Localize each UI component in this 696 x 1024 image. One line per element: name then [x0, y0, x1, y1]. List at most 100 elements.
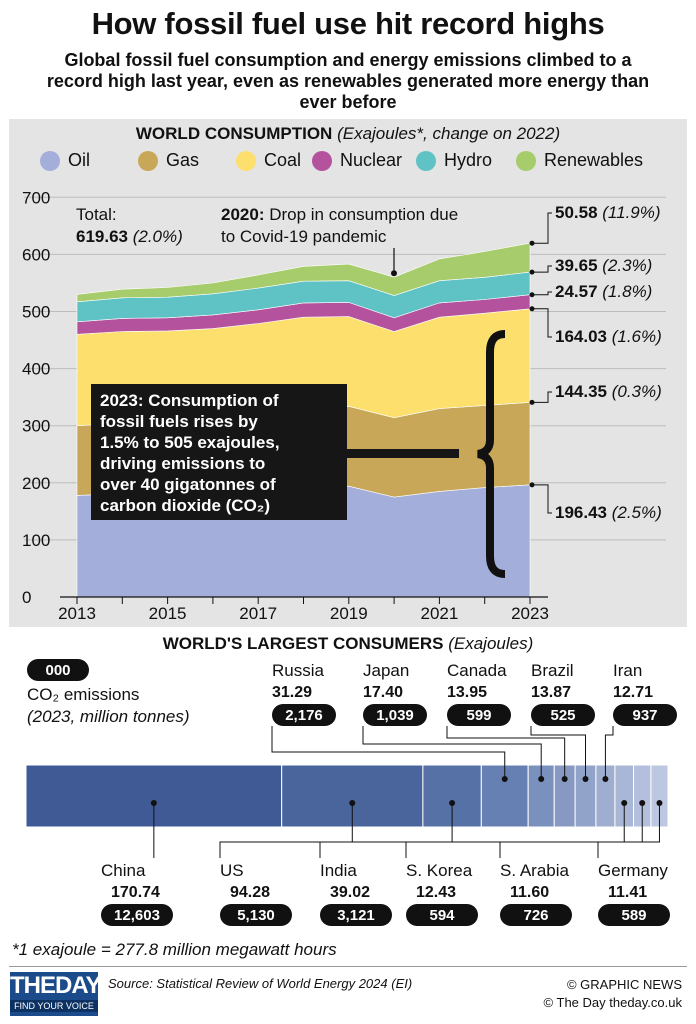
fossil-arrow: [347, 449, 459, 458]
legend-item-hydro: Hydro: [416, 150, 492, 171]
country-leader-line: [319, 803, 453, 858]
legend-label: Gas: [166, 150, 200, 170]
source-text: Source: Statistical Review of World Ener…: [108, 976, 413, 991]
co2-pill-bg: [272, 704, 336, 726]
co2-pill-bg: [531, 704, 595, 726]
legend-swatch: [516, 150, 536, 171]
y-tick-label: 400: [22, 360, 50, 379]
value-change: (2.3%): [598, 256, 653, 275]
footnote: *1 exajoule = 277.8 million megawatt hou…: [12, 940, 337, 959]
y-tick-label: 500: [22, 303, 50, 322]
value-leader-line: [534, 484, 552, 514]
legend-item-renewables: Renewables: [516, 150, 643, 171]
value-marker: [529, 399, 535, 405]
co2-pill-bg: [363, 704, 427, 726]
legend-item-oil: Oil: [40, 150, 90, 171]
country-value: 31.29: [272, 684, 312, 701]
country-value: 11.41: [608, 884, 647, 901]
co2-pill: 12,603: [114, 907, 160, 924]
country-marker: [602, 776, 609, 782]
country-name: India: [320, 861, 357, 880]
x-tick-label: 2021: [420, 604, 458, 623]
value-number: 164.03: [555, 327, 607, 346]
legend-label: Nuclear: [340, 150, 403, 170]
value-label-oil: 196.43 (2.5%): [555, 503, 662, 522]
country-leader-line: [219, 803, 353, 858]
country-marker: [582, 776, 589, 782]
co2-pill-bg: [447, 704, 511, 726]
legend-label: Oil: [68, 150, 90, 170]
footer-divider: [9, 966, 687, 967]
country-name: S. Arabia: [500, 861, 570, 880]
value-change: (0.3%): [607, 382, 662, 401]
value-marker: [529, 306, 535, 312]
legend-swatch: [40, 150, 60, 171]
value-label-nuclear: 24.57 (1.8%): [555, 282, 652, 301]
consumers-heading: WORLD'S LARGEST CONSUMERS (Exajoules): [0, 634, 696, 654]
key-note: (2023, million tonnes): [27, 707, 190, 726]
country-value: 13.95: [447, 684, 487, 701]
country-value: 13.87: [531, 684, 571, 701]
co2-pill: 599: [466, 707, 491, 724]
value-change: (1.8%): [598, 282, 653, 301]
country-marker: [561, 776, 568, 782]
country-marker: [621, 800, 628, 806]
legend-label: Hydro: [444, 150, 493, 170]
country-leader-line: [530, 726, 587, 779]
consumers-heading-title: WORLD'S LARGEST CONSUMERS: [162, 634, 444, 653]
y-tick-label: 0: [22, 588, 31, 607]
x-tick-label: 2015: [149, 604, 187, 623]
value-label-hydro: 39.65 (2.3%): [555, 256, 652, 275]
country-leader-line: [446, 726, 566, 779]
credits: © GRAPHIC NEWS © The Day theday.co.uk: [544, 976, 682, 1012]
country-marker: [449, 800, 456, 806]
covid-marker: [391, 270, 397, 277]
country-leader-line: [604, 726, 614, 779]
co2-pill-bg: [598, 904, 670, 926]
legend-swatch: [138, 150, 158, 171]
country-value: 94.28: [230, 884, 270, 901]
key-label: CO₂ emissions: [27, 685, 139, 704]
country-marker: [150, 800, 157, 806]
value-change: (2.5%): [607, 503, 662, 522]
value-number: 144.35: [555, 382, 607, 401]
value-label-gas: 144.35 (0.3%): [555, 382, 662, 401]
value-marker: [529, 482, 535, 488]
country-leader-line: [271, 726, 506, 779]
x-tick-label: 2017: [239, 604, 277, 623]
y-tick-label: 300: [22, 417, 50, 436]
logo-wordmark: THEDAY: [10, 972, 101, 999]
chart-legend: Oil Gas Coal Nuclear Hydro Renewables: [40, 150, 690, 176]
country-name: Japan: [363, 661, 409, 680]
logo-tagline: FIND YOUR VOICE: [10, 1000, 98, 1012]
value-number: 24.57: [555, 282, 598, 301]
co2-pill: 5,130: [237, 907, 275, 924]
country-leader-line: [597, 803, 660, 858]
x-tick-label: 2013: [58, 604, 96, 623]
country-marker: [639, 800, 646, 806]
country-name: Brazil: [531, 661, 574, 680]
co2-pill: 589: [621, 907, 646, 924]
co2-pill: 2,176: [285, 707, 323, 724]
page-subtitle: Global fossil fuel consumption and energ…: [46, 50, 650, 112]
country-marker: [656, 800, 663, 806]
fossil-note-line: carbon dioxide (CO₂): [100, 496, 270, 515]
country-value: 11.60: [510, 884, 549, 901]
value-label-coal: 164.03 (1.6%): [555, 327, 662, 346]
the-day-logo[interactable]: THEDAY FIND YOUR VOICE: [10, 972, 101, 1016]
country-value: 12.43: [416, 884, 456, 901]
country-value: 12.71: [613, 684, 653, 701]
legend-swatch: [416, 150, 436, 171]
value-leader-line: [534, 212, 552, 244]
co2-pill-bg: [220, 904, 292, 926]
legend-swatch: [312, 150, 332, 171]
covid-note-line2: to Covid-19 pandemic: [221, 227, 387, 246]
value-number: 39.65: [555, 256, 598, 275]
country-name: Iran: [613, 661, 642, 680]
covid-year: 2020:: [221, 205, 264, 224]
legend-item-nuclear: Nuclear: [312, 150, 402, 171]
key-pill-bg: [27, 659, 89, 681]
consumption-heading: WORLD CONSUMPTION (Exajoules*, change on…: [0, 124, 696, 144]
fossil-brace: [477, 330, 506, 578]
country-value: 17.40: [363, 684, 403, 701]
